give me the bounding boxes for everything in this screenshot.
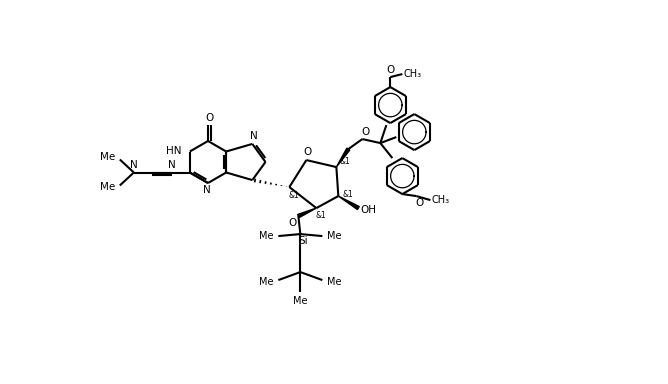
Text: N: N xyxy=(203,185,211,195)
Polygon shape xyxy=(337,148,350,167)
Polygon shape xyxy=(339,196,359,210)
Text: &1: &1 xyxy=(340,157,351,166)
Text: CH₃: CH₃ xyxy=(432,195,450,205)
Text: &1: &1 xyxy=(289,190,300,200)
Text: Me: Me xyxy=(100,182,116,192)
Text: O: O xyxy=(361,127,369,137)
Text: N: N xyxy=(130,159,138,169)
Text: HN: HN xyxy=(166,147,182,157)
Text: Me: Me xyxy=(259,231,274,241)
Text: Me: Me xyxy=(259,277,274,287)
Text: Si: Si xyxy=(299,236,308,246)
Text: CH₃: CH₃ xyxy=(403,69,422,79)
Text: O: O xyxy=(415,198,424,208)
Text: &1: &1 xyxy=(316,210,327,220)
Text: Me: Me xyxy=(327,231,341,241)
Text: N: N xyxy=(250,131,259,141)
Text: N: N xyxy=(168,159,176,169)
Text: O: O xyxy=(303,147,311,157)
Text: Me: Me xyxy=(100,152,116,162)
Text: O: O xyxy=(288,218,297,228)
Text: O: O xyxy=(206,113,214,123)
Text: Me: Me xyxy=(327,277,341,287)
Text: &1: &1 xyxy=(343,190,354,199)
Text: O: O xyxy=(386,65,395,75)
Polygon shape xyxy=(298,208,317,218)
Text: Me: Me xyxy=(293,296,307,306)
Text: OH: OH xyxy=(360,205,376,215)
